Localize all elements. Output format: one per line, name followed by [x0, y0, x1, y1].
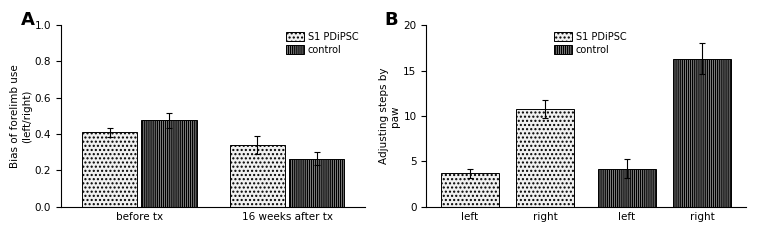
Legend: S1 PDiPSC, control: S1 PDiPSC, control: [285, 30, 361, 57]
Bar: [441, 173, 498, 207]
Text: B: B: [384, 11, 398, 29]
Legend: S1 PDiPSC, control: S1 PDiPSC, control: [552, 30, 629, 57]
Text: A: A: [21, 11, 35, 29]
Bar: [516, 109, 574, 207]
Bar: [673, 59, 731, 207]
Bar: [141, 120, 196, 207]
Y-axis label: Bias of forelimb use
(left/right): Bias of forelimb use (left/right): [11, 64, 32, 168]
Bar: [230, 145, 285, 207]
Bar: [288, 159, 345, 207]
Bar: [81, 132, 138, 207]
Bar: [598, 169, 656, 207]
Y-axis label: Adjusting steps by
paw: Adjusting steps by paw: [379, 68, 400, 164]
